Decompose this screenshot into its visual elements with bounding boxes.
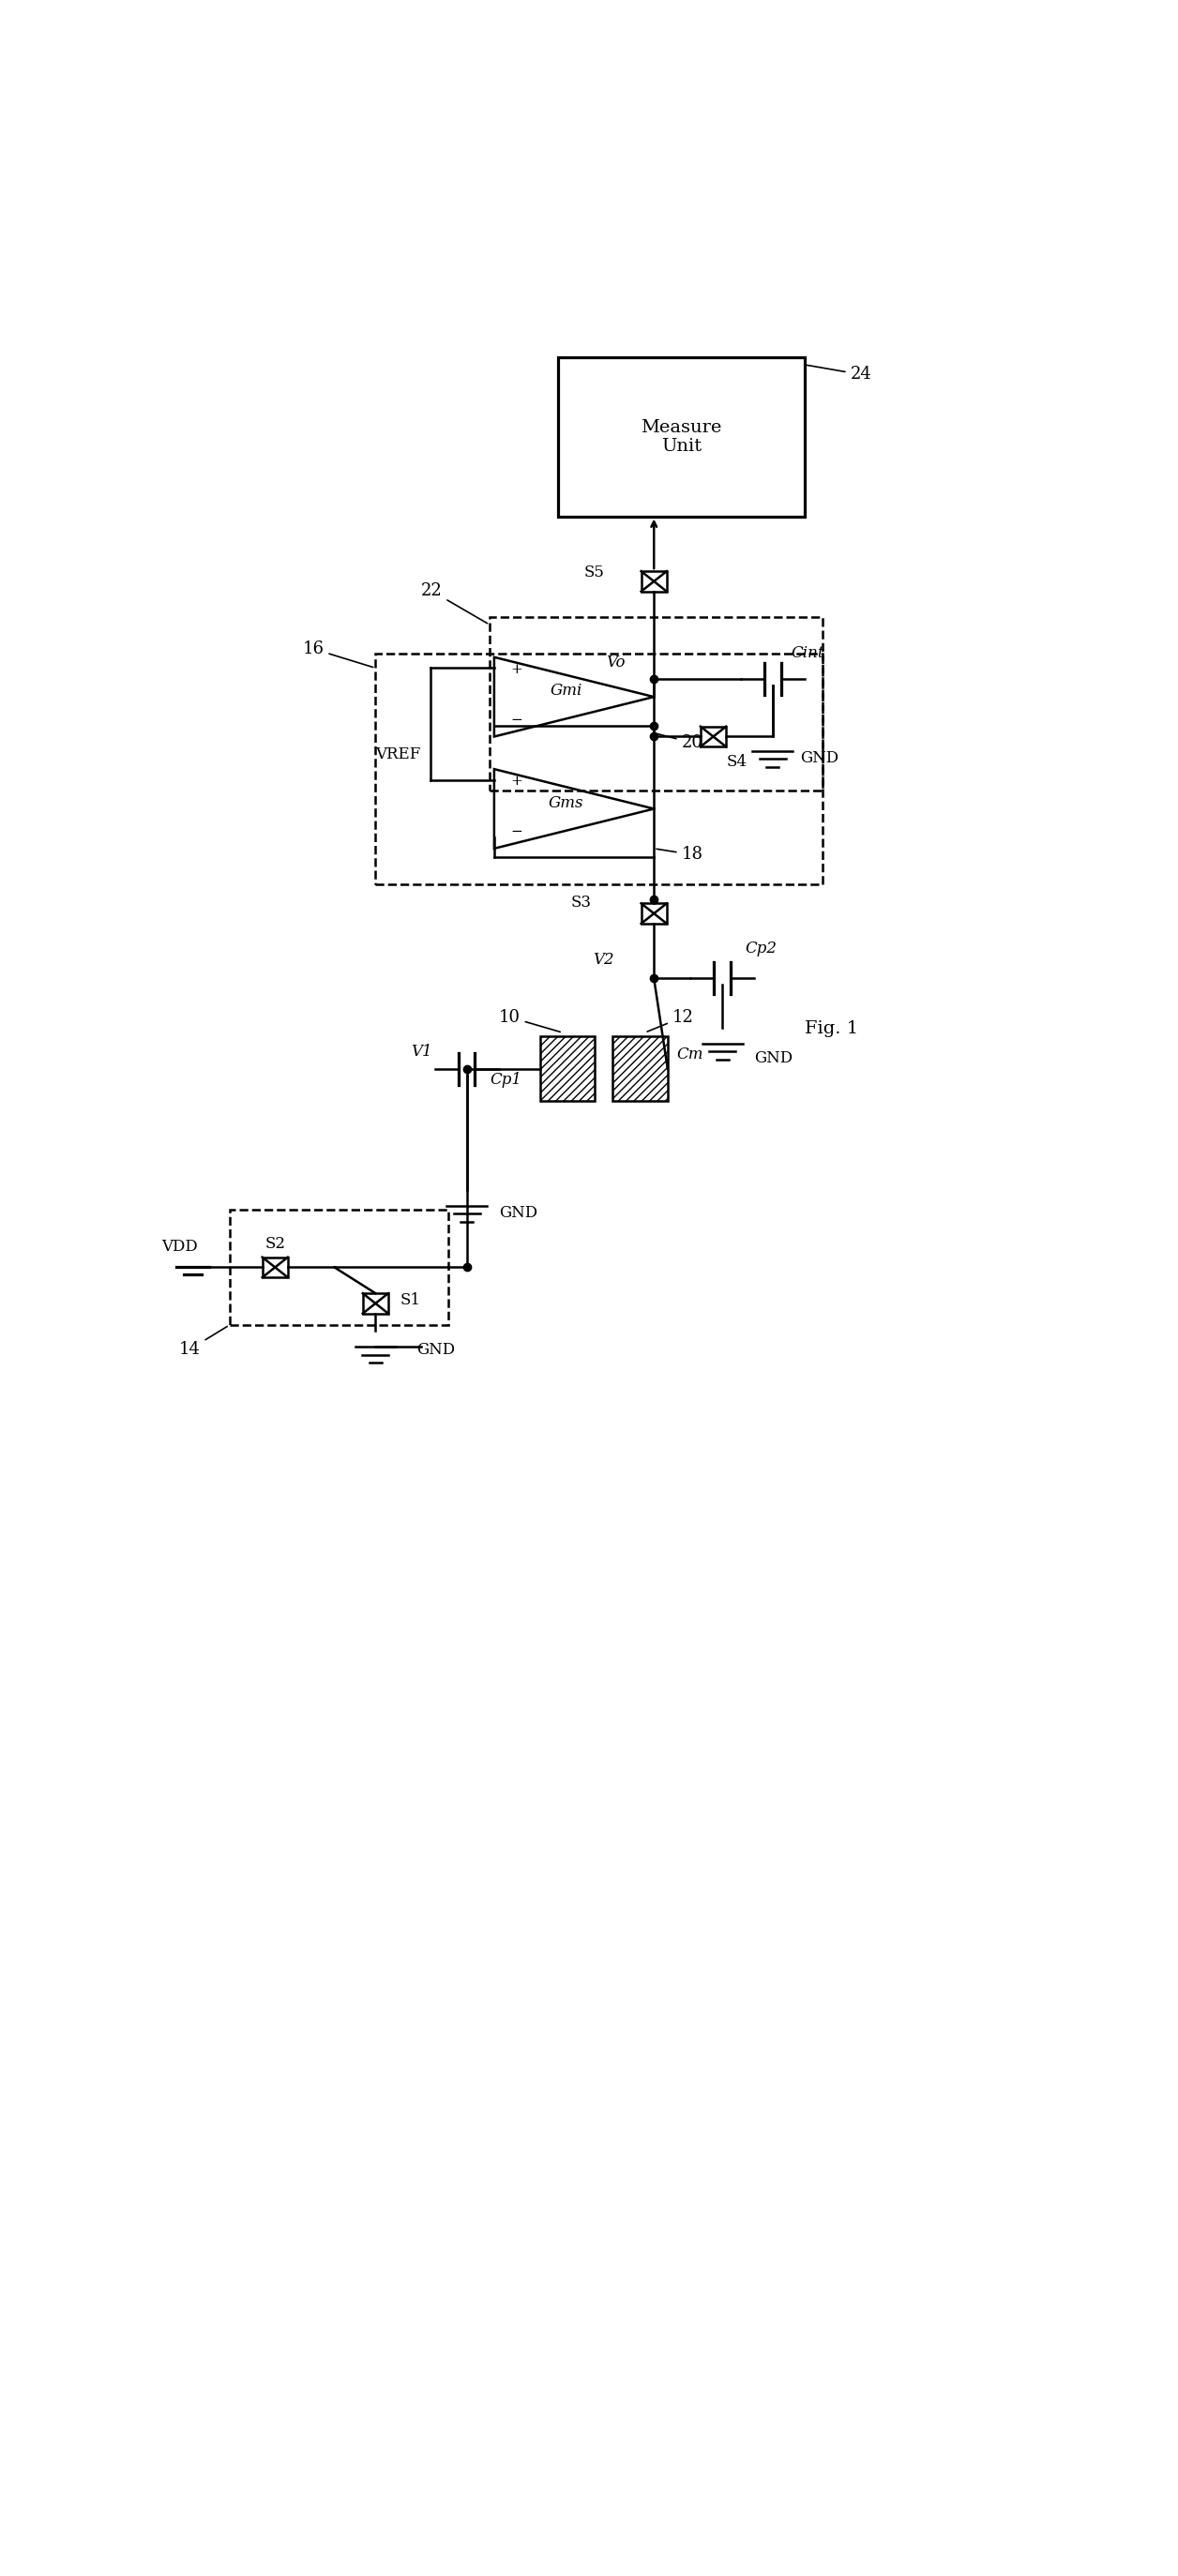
Text: +: +	[510, 775, 523, 788]
Bar	[613, 1036, 668, 1100]
Text: Vo: Vo	[605, 654, 626, 670]
Text: 10: 10	[498, 1010, 561, 1033]
Bar	[701, 726, 726, 747]
Bar	[641, 904, 667, 925]
Text: −: −	[510, 824, 523, 837]
Text: 18: 18	[656, 845, 703, 863]
Text: S5: S5	[584, 564, 604, 580]
Text: VREF: VREF	[376, 747, 422, 762]
Text: −: −	[510, 714, 523, 726]
Text: 22: 22	[422, 582, 488, 623]
Text: GND: GND	[800, 750, 839, 765]
Text: Measure
Unit: Measure Unit	[641, 420, 722, 456]
Bar	[230, 1211, 449, 1324]
Text: Cint: Cint	[790, 644, 825, 662]
Text: 12: 12	[647, 1010, 694, 1030]
Text: V1: V1	[410, 1043, 432, 1061]
Bar	[558, 358, 805, 515]
Text: 20: 20	[656, 734, 703, 752]
Text: S1: S1	[399, 1291, 421, 1309]
Text: Gms: Gms	[549, 796, 583, 811]
Bar	[490, 618, 823, 791]
Text: 16: 16	[303, 641, 373, 667]
Text: GND: GND	[417, 1342, 455, 1358]
Text: Fig. 1: Fig. 1	[806, 1020, 859, 1038]
Text: VDD: VDD	[161, 1239, 198, 1255]
Text: +: +	[510, 662, 523, 675]
Text: S3: S3	[570, 894, 591, 912]
Text: 14: 14	[179, 1327, 227, 1358]
Bar	[540, 1036, 595, 1100]
Text: 24: 24	[807, 366, 872, 384]
Text: Cp1: Cp1	[490, 1072, 522, 1087]
Text: S4: S4	[727, 755, 748, 770]
Bar	[263, 1257, 287, 1278]
Text: Cm: Cm	[677, 1046, 703, 1061]
Bar	[376, 654, 823, 884]
Text: S2: S2	[265, 1236, 285, 1252]
Bar	[641, 572, 667, 592]
Text: Gmi: Gmi	[550, 683, 582, 698]
Text: GND: GND	[754, 1051, 793, 1066]
Text: Cp2: Cp2	[746, 940, 777, 956]
Text: V2: V2	[593, 951, 615, 969]
Text: GND: GND	[498, 1206, 537, 1221]
Bar	[363, 1293, 389, 1314]
